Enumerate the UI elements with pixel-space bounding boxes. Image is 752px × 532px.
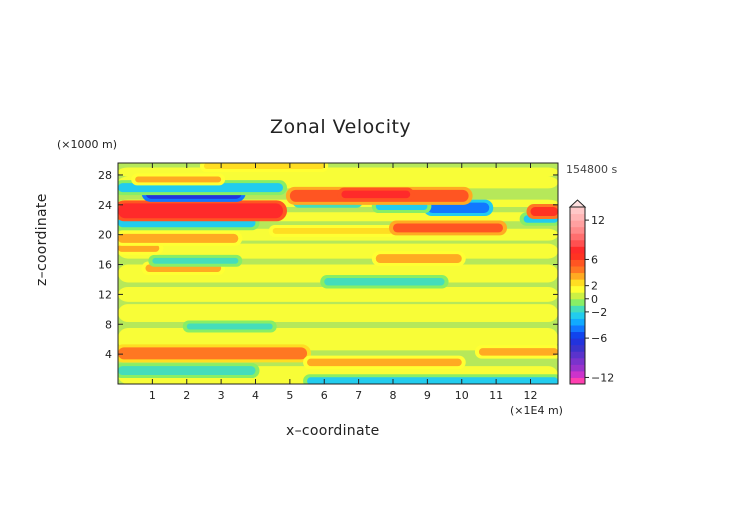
colorbar-swatch bbox=[570, 357, 585, 365]
x-axis-ticks: 1 2 3 4 5 6 7 8 9 10 11 12 bbox=[149, 163, 538, 402]
colorbar-swatch bbox=[570, 213, 585, 221]
colorbar-extend-arrow bbox=[568, 199, 587, 208]
colorbar-tick-label: −6 bbox=[591, 332, 607, 345]
x-axis-unit: (×1E4 m) bbox=[510, 404, 563, 417]
velocity-band bbox=[118, 203, 283, 219]
colorbar-swatch bbox=[570, 252, 585, 260]
colorbar-swatch bbox=[570, 377, 585, 385]
x-axis-label: x–coordinate bbox=[286, 423, 380, 439]
colorbar-swatch bbox=[570, 364, 585, 372]
colorbar-swatch bbox=[570, 305, 585, 313]
colorbar-swatch bbox=[570, 259, 585, 267]
y-axis-unit: (×1000 m) bbox=[57, 138, 118, 151]
velocity-band bbox=[118, 244, 160, 252]
velocity-band bbox=[375, 254, 462, 264]
y-axis-ticks: 4 8 12 16 20 24 28 bbox=[98, 169, 558, 361]
colorbar-swatch bbox=[570, 338, 585, 346]
colorbar-tick-label: −2 bbox=[591, 306, 607, 319]
y-tick-label: 16 bbox=[98, 259, 112, 272]
x-tick-label: 11 bbox=[489, 389, 503, 402]
x-tick-label: 6 bbox=[321, 389, 328, 402]
y-tick-label: 24 bbox=[98, 199, 112, 212]
x-tick-label: 5 bbox=[286, 389, 293, 402]
y-axis-label: z–coordinate bbox=[34, 193, 50, 286]
colorbar-tick-label: 12 bbox=[591, 214, 605, 227]
velocity-band bbox=[393, 223, 503, 233]
contour-field bbox=[118, 163, 558, 384]
time-label: 154800 s bbox=[566, 163, 618, 176]
velocity-band bbox=[324, 277, 445, 286]
plot-frame bbox=[117, 162, 559, 385]
velocity-band bbox=[530, 207, 558, 217]
colorbar-swatch bbox=[570, 311, 585, 319]
colorbar-swatch bbox=[570, 318, 585, 326]
velocity-band bbox=[478, 348, 558, 356]
colorbar-swatch bbox=[570, 233, 585, 241]
colorbar-swatch bbox=[570, 325, 585, 333]
background-layer-3 bbox=[118, 286, 558, 302]
colorbar-swatch bbox=[570, 207, 585, 215]
colorbar-swatch bbox=[570, 246, 585, 254]
y-tick-label: 4 bbox=[105, 348, 112, 361]
colorbar: 12 6 20−2 −6 −12 bbox=[568, 199, 614, 385]
velocity-band bbox=[118, 366, 256, 376]
x-tick-label: 2 bbox=[183, 389, 190, 402]
colorbar-swatch bbox=[570, 279, 585, 287]
y-tick-label: 20 bbox=[98, 229, 112, 242]
colorbar-swatch bbox=[570, 226, 585, 234]
velocity-band bbox=[186, 323, 273, 330]
velocity-band bbox=[135, 176, 222, 183]
colorbar-swatch bbox=[570, 344, 585, 352]
colorbar-swatch bbox=[570, 298, 585, 306]
colorbar-swatch bbox=[570, 331, 585, 339]
y-tick-label: 28 bbox=[98, 169, 112, 182]
colorbar-swatch bbox=[570, 370, 585, 378]
x-tick-label: 9 bbox=[424, 389, 431, 402]
colorbar-swatch bbox=[570, 239, 585, 247]
velocity-band bbox=[152, 257, 239, 264]
colorbar-tick-label: 0 bbox=[591, 293, 598, 306]
colorbar-swatch bbox=[570, 285, 585, 293]
colorbar-swatch bbox=[570, 351, 585, 359]
velocity-band bbox=[307, 358, 462, 367]
colorbar-tick-label: 6 bbox=[591, 253, 598, 266]
y-tick-label: 8 bbox=[105, 318, 112, 331]
background-layer-4 bbox=[118, 264, 558, 283]
colorbar-swatch bbox=[570, 272, 585, 280]
velocity-band bbox=[427, 202, 490, 214]
x-tick-label: 10 bbox=[455, 389, 469, 402]
velocity-band bbox=[118, 347, 308, 360]
velocity-band bbox=[272, 227, 393, 234]
colorbar-swatch bbox=[570, 220, 585, 228]
colorbar-tick-label: −12 bbox=[591, 371, 614, 384]
velocity-band bbox=[118, 233, 239, 243]
x-tick-label: 8 bbox=[390, 389, 397, 402]
velocity-band bbox=[341, 190, 411, 199]
velocity-band bbox=[307, 377, 558, 384]
colorbar-tick-label: 2 bbox=[591, 280, 598, 293]
y-tick-label: 12 bbox=[98, 288, 112, 301]
x-tick-label: 7 bbox=[355, 389, 362, 402]
velocity-band bbox=[203, 163, 325, 169]
colorbar-swatch bbox=[570, 266, 585, 274]
chart-title: Zonal Velocity bbox=[270, 116, 412, 138]
x-tick-label: 12 bbox=[524, 389, 538, 402]
x-tick-label: 3 bbox=[218, 389, 225, 402]
x-tick-label: 4 bbox=[252, 389, 259, 402]
colorbar-swatch bbox=[570, 292, 585, 300]
x-tick-label: 1 bbox=[149, 389, 156, 402]
background-layer-2 bbox=[118, 304, 558, 323]
